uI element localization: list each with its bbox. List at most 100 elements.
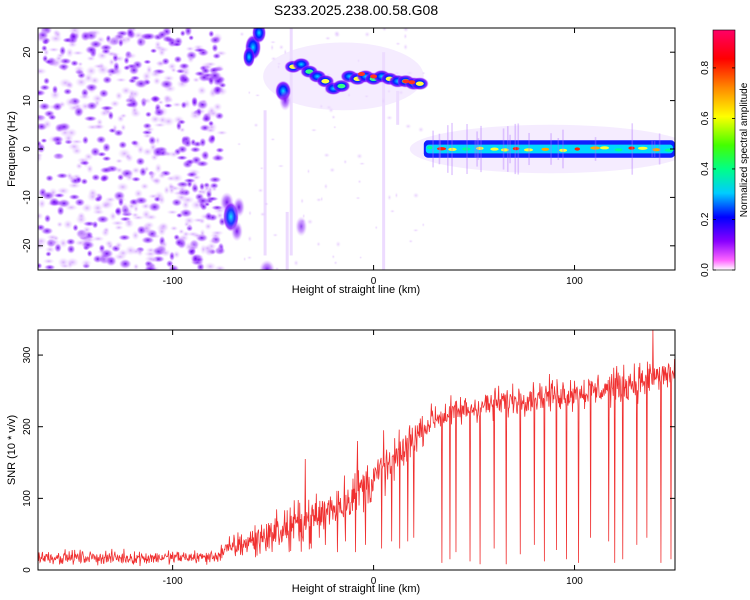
noise-speck	[323, 152, 331, 158]
snr-x-label: Height of straight line (km)	[292, 583, 420, 595]
noise-speck	[124, 152, 132, 160]
noise-speck	[139, 97, 153, 105]
noise-speck	[84, 83, 99, 92]
noise-speck	[247, 90, 251, 95]
noise-speck	[106, 71, 114, 78]
snr-axes: -100 0 100 0 100 200 300	[22, 330, 675, 587]
carrier-hotspot	[523, 148, 534, 152]
noise-speck	[76, 211, 86, 221]
noise-speck	[115, 77, 127, 83]
noise-speck	[38, 153, 43, 163]
noise-speck	[157, 194, 166, 206]
noise-speck	[191, 254, 199, 263]
noise-speck	[213, 264, 227, 270]
noise-speck	[128, 65, 140, 76]
noise-speck	[51, 84, 59, 95]
noise-speck	[144, 254, 158, 264]
noise-speck	[99, 166, 113, 174]
snr-frame	[37, 329, 676, 571]
x-tick-label: 0	[371, 576, 377, 587]
noise-speck	[310, 128, 318, 132]
noise-speck	[114, 241, 123, 249]
noise-speck	[402, 28, 409, 33]
signal-blob	[295, 216, 308, 237]
carrier-spike	[509, 134, 511, 164]
spectrogram-x-label: Height of straight line (km)	[292, 284, 420, 296]
noise-speck	[119, 113, 128, 119]
colorbar-tick-label: 0.6	[700, 111, 711, 125]
noise-speck	[108, 57, 116, 67]
noise-speck	[180, 101, 188, 109]
carrier-hotspot	[448, 147, 457, 151]
y-tick-label: 20	[22, 46, 33, 58]
noise-speck	[45, 251, 52, 257]
noise-speck	[179, 208, 193, 218]
figure-title: S233.2025.238.00.58.G08	[274, 2, 438, 18]
noise-speck	[168, 264, 180, 270]
noise-speck	[184, 28, 193, 37]
noise-speck	[85, 101, 99, 111]
tone-track-peak	[408, 80, 416, 85]
noise-speck	[91, 202, 104, 213]
noise-speck	[143, 266, 157, 270]
noise-speck	[56, 221, 64, 228]
noise-speck	[141, 70, 152, 82]
noise-speck	[257, 188, 264, 193]
noise-speck	[404, 123, 412, 130]
noise-speck	[355, 196, 361, 200]
noise-speck	[81, 135, 89, 145]
carrier-spike	[480, 125, 482, 173]
noise-speck	[163, 150, 174, 158]
noise-speck	[43, 214, 52, 224]
noise-speck	[39, 84, 51, 91]
noise-speck	[56, 205, 65, 216]
noise-speck	[102, 142, 111, 153]
noise-streak	[263, 110, 267, 256]
noise-speck	[70, 59, 79, 67]
noise-speck	[248, 210, 252, 217]
noise-speck	[147, 201, 162, 213]
noise-speck	[211, 154, 225, 162]
noise-speck	[208, 238, 219, 245]
noise-speck	[204, 211, 213, 222]
noise-speck	[47, 47, 60, 53]
noise-speck	[189, 109, 200, 117]
noise-speck	[149, 48, 158, 54]
noise-speck	[246, 255, 253, 260]
carrier-spike	[562, 129, 564, 169]
noise-speck	[198, 137, 207, 148]
noise-speck	[186, 223, 193, 229]
noise-speck	[53, 30, 62, 39]
carrier-spike	[550, 133, 552, 165]
noise-speck	[211, 186, 218, 192]
noise-speck	[40, 138, 48, 144]
noise-speck	[272, 233, 279, 238]
noise-speck	[343, 159, 348, 165]
noise-speck	[192, 217, 205, 223]
noise-speck	[156, 30, 168, 40]
noise-speck	[195, 160, 210, 168]
noise-speck	[157, 221, 170, 231]
noise-speck	[57, 122, 72, 132]
noise-speck	[270, 137, 276, 142]
noise-speck	[191, 174, 202, 181]
noise-speck	[116, 173, 125, 181]
noise-speck	[96, 51, 109, 61]
noise-speck	[68, 32, 80, 42]
noise-speck	[157, 48, 166, 57]
noise-speck	[170, 67, 177, 73]
noise-speck	[136, 247, 144, 257]
noise-speck	[193, 47, 207, 53]
noise-speck	[201, 150, 210, 161]
noise-speck	[38, 212, 44, 221]
noise-speck	[38, 236, 48, 246]
noise-speck	[331, 254, 336, 259]
noise-speck	[38, 34, 48, 42]
noise-speck	[181, 195, 195, 205]
noise-speck	[82, 220, 96, 227]
colorbar-axis: 0.0 0.2 0.4 0.6 0.8	[700, 61, 735, 277]
y-tick-label: 10	[22, 95, 33, 107]
x-tick-label: -100	[163, 276, 183, 287]
signal-blob	[259, 259, 276, 270]
